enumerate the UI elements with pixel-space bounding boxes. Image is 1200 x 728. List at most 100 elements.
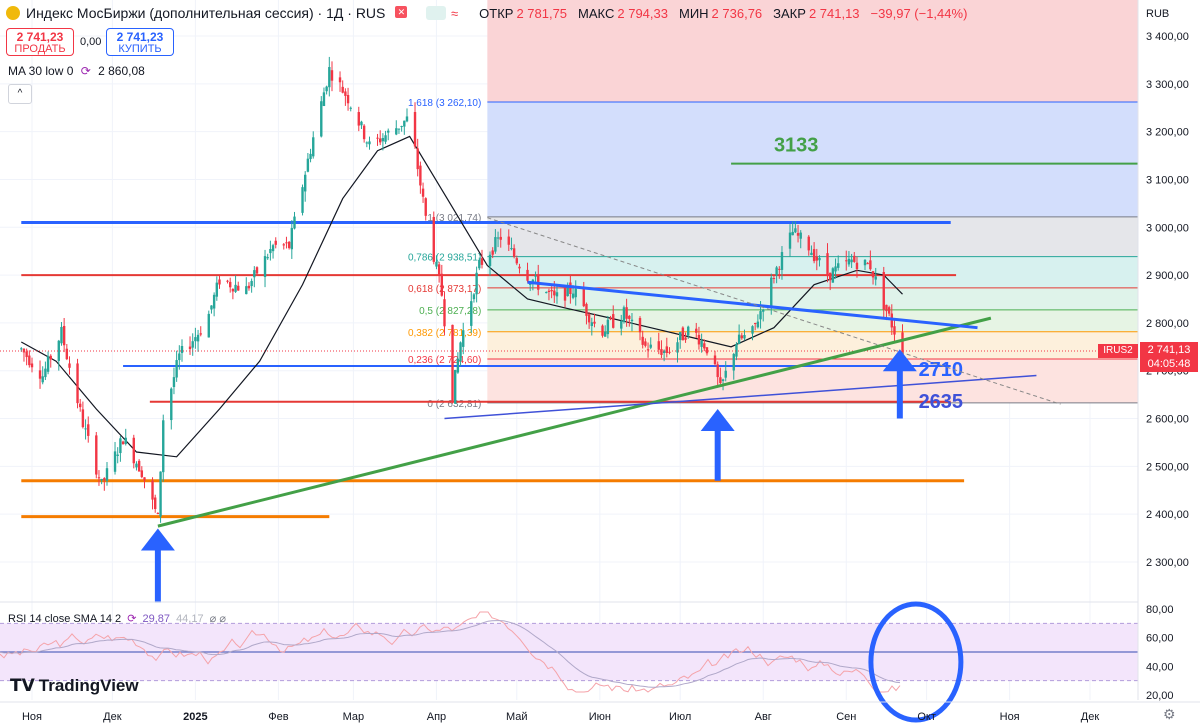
ellipsis-icon[interactable]: ⌀ ⌀ — [209, 613, 226, 625]
highlight-circle[interactable] — [868, 601, 964, 723]
buy-label: КУПИТЬ — [118, 43, 162, 55]
candle-body — [732, 353, 735, 371]
rsi-label: RSI 14 close SMA 14 2 — [8, 613, 122, 625]
settings-gear-icon[interactable]: ⚙ — [1163, 706, 1176, 722]
candle-body — [154, 497, 157, 509]
trendline[interactable] — [527, 280, 978, 330]
candle-body — [113, 451, 117, 472]
rsi-tick-label: 60,00 — [1146, 633, 1174, 645]
candle-body — [454, 369, 457, 404]
annotation-arrows[interactable] — [140, 349, 917, 603]
trendline[interactable] — [487, 217, 1061, 405]
candle-body — [269, 248, 272, 254]
candle-body — [346, 95, 350, 104]
candle-body — [512, 248, 516, 257]
candle-body — [379, 138, 382, 143]
candle-body — [81, 409, 85, 428]
candle-body — [271, 245, 275, 252]
candle-body — [855, 262, 859, 270]
arrow-head[interactable] — [882, 349, 917, 372]
price-tick-label: 2 500,00 — [1146, 461, 1189, 473]
price-tick-label: 3 200,00 — [1146, 127, 1189, 139]
candle-body — [668, 351, 671, 353]
candle-body — [646, 349, 650, 351]
candle-body — [387, 130, 390, 133]
ohlc-value: 2 794,33 — [617, 5, 668, 21]
candle-body — [812, 249, 816, 262]
time-axis[interactable]: Ноя Дек 2025 Фев Мар Апр Май Июн Июл Авг Сен Окт Ноя… — [0, 701, 1200, 723]
sell-button[interactable]: 2 741,23 ПРОДАТЬ — [6, 28, 74, 56]
candle-body — [703, 343, 706, 349]
last-price-value: 2 741,13 — [1147, 344, 1191, 356]
candle-body — [593, 321, 596, 324]
candle-body — [376, 137, 379, 139]
eye-icon[interactable] — [426, 6, 446, 20]
price-tick-label: 2 400,00 — [1146, 509, 1189, 521]
candle-body — [419, 165, 422, 186]
arrow-head[interactable] — [700, 408, 735, 431]
candle-body — [95, 435, 98, 475]
candle-body — [424, 198, 427, 216]
ma-indicator-legend[interactable]: MA 30 low 0 ⟳ 2 860,08 — [8, 64, 145, 78]
candle-body — [662, 350, 666, 353]
candle-body — [105, 468, 109, 481]
candle-body — [212, 294, 216, 309]
rsi-legend[interactable]: RSI 14 close SMA 14 2 ⟳ 29,87 44,17 ⌀ ⌀ — [8, 612, 226, 625]
candle-body — [620, 320, 623, 329]
buy-button[interactable]: 2 741,23 КУПИТЬ — [106, 28, 174, 56]
candle-body — [480, 258, 484, 265]
candle-body — [893, 326, 896, 335]
trendline[interactable] — [157, 316, 992, 528]
candle-body — [818, 257, 821, 261]
symbol-header: Индекс МосБиржи (дополнительная сессия) … — [0, 0, 408, 26]
candle-body — [362, 125, 366, 140]
candle-body — [62, 325, 66, 346]
candle-body — [582, 289, 585, 307]
symbol-title[interactable]: Индекс МосБиржи (дополнительная сессия) … — [26, 5, 386, 21]
ohlc-values: ≈ ОТКР 2 781,75 МАКС 2 794,33 МИН 2 736,76 … — [426, 0, 975, 26]
candle-body — [437, 264, 441, 276]
candle-body — [622, 307, 626, 322]
candle-body — [638, 318, 642, 333]
candle-body — [762, 309, 765, 312]
currency-label[interactable]: RUB — [1146, 8, 1170, 20]
trendlines[interactable] — [157, 217, 1061, 528]
candle-body — [368, 141, 371, 145]
candle-body — [850, 259, 853, 263]
candle-body — [510, 248, 513, 250]
market-status-icon[interactable]: ✕ — [395, 6, 408, 18]
candlesticks — [0, 56, 1138, 523]
candle-body — [41, 376, 44, 383]
candle-body — [882, 272, 885, 310]
price-tick-label: 2 300,00 — [1146, 557, 1189, 569]
settings-cycle-icon[interactable]: ⟳ — [80, 64, 91, 78]
candle-body — [649, 344, 652, 348]
candle-body — [606, 319, 610, 335]
arrow-head[interactable] — [140, 528, 175, 551]
price-tick-label: 2 600,00 — [1146, 414, 1189, 426]
candle-body — [515, 258, 519, 264]
candle-body — [735, 344, 738, 357]
wave-icon[interactable]: ≈ — [451, 5, 459, 21]
rsi-settings-icon[interactable]: ⟳ — [127, 613, 137, 625]
fib-level-label: 0,5 (2 827,28) — [419, 306, 481, 317]
candle-body — [719, 377, 722, 383]
candle-body — [57, 340, 60, 361]
fib-zone-top — [487, 0, 1138, 102]
trendline[interactable] — [444, 374, 1037, 420]
collapse-legend-button[interactable]: ^ — [8, 84, 32, 104]
candle-body — [845, 260, 848, 262]
candle-body — [847, 258, 851, 265]
candle-body — [287, 241, 291, 249]
candle-body — [499, 236, 502, 240]
candle-body — [713, 355, 717, 365]
candle-body — [443, 299, 446, 327]
candle-body — [38, 370, 42, 379]
candle-body — [255, 267, 259, 274]
candle-body — [644, 341, 647, 346]
fibonacci-retracement[interactable]: 1,618 (3 262,10) 1 (3 021,74) 0,786 (2 938… — [408, 0, 1138, 410]
candle-body — [901, 332, 904, 357]
candle-body — [320, 101, 323, 137]
candle-body — [282, 244, 285, 246]
